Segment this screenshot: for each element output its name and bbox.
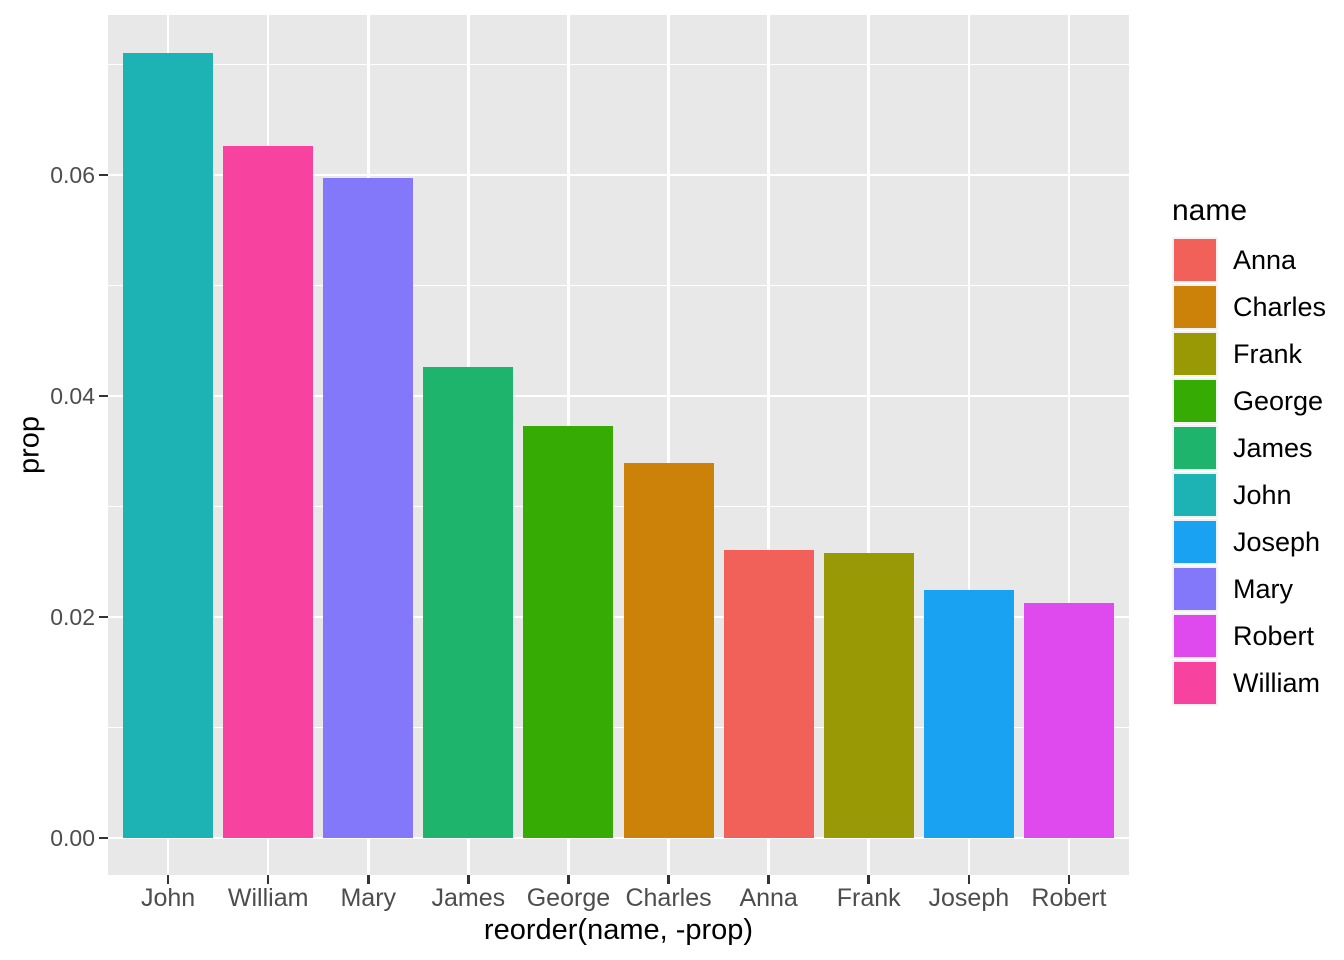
legend-key xyxy=(1172,425,1218,471)
legend-entry-william: William xyxy=(1172,660,1326,706)
legend-key xyxy=(1172,472,1218,518)
legend-label: George xyxy=(1233,386,1324,416)
legend-swatch-john xyxy=(1174,474,1216,516)
gridline-major-horizontal xyxy=(108,394,1129,398)
x-tick-label: John xyxy=(140,884,196,912)
legend-key xyxy=(1172,378,1218,424)
legend-key xyxy=(1172,613,1218,659)
bar-james xyxy=(423,367,514,838)
legend-entry-frank: Frank xyxy=(1172,331,1326,377)
bar-mary xyxy=(323,178,414,838)
gridline-minor-horizontal xyxy=(108,284,1129,287)
legend-key xyxy=(1172,331,1218,377)
gridline-major-vertical xyxy=(967,15,971,875)
y-tick xyxy=(99,836,108,840)
x-tick-label: Frank xyxy=(836,884,901,912)
x-axis-title: reorder(name, -prop) xyxy=(483,914,754,946)
legend-swatch-george xyxy=(1174,380,1216,422)
gridline-major-horizontal xyxy=(108,836,1129,840)
legend-swatch-charles xyxy=(1174,286,1216,328)
gridline-major-vertical xyxy=(667,15,670,875)
gridline-minor-horizontal xyxy=(108,726,1129,729)
legend-label: John xyxy=(1233,480,1292,510)
legend-label: Joseph xyxy=(1233,527,1321,557)
x-tick xyxy=(667,875,670,884)
legend-entry-james: James xyxy=(1172,425,1326,471)
x-tick xyxy=(266,875,270,884)
legend-swatch-james xyxy=(1174,427,1216,469)
legend-label: Mary xyxy=(1233,574,1293,604)
gridline-major-vertical xyxy=(867,15,870,875)
legend-key xyxy=(1172,284,1218,330)
x-tick-label: Charles xyxy=(625,884,712,912)
legend-entries: Anna Charles Frank George James John Joseph Mar… xyxy=(1172,237,1326,706)
x-tick xyxy=(467,875,470,884)
x-tick xyxy=(567,875,570,884)
x-tick xyxy=(166,875,170,884)
x-tick-label: Anna xyxy=(739,884,798,912)
legend-key xyxy=(1172,237,1218,283)
x-tick xyxy=(1067,875,1071,884)
legend-label: Charles xyxy=(1233,292,1327,322)
x-tick xyxy=(867,875,870,884)
legend: name Anna Charles Frank George James John Jose… xyxy=(1172,194,1326,707)
legend-entry-charles: Charles xyxy=(1172,284,1326,330)
bar-frank xyxy=(823,552,914,838)
x-tick-label: George xyxy=(526,884,611,912)
legend-label: Anna xyxy=(1233,245,1297,275)
legend-key xyxy=(1172,566,1218,612)
x-tick xyxy=(367,875,370,884)
y-axis-title: prop xyxy=(13,415,46,475)
y-tick-label: 0.06 xyxy=(50,162,95,188)
legend-entry-joseph: Joseph xyxy=(1172,519,1326,565)
gridline-major-horizontal xyxy=(108,173,1129,177)
bar-joseph xyxy=(923,590,1014,838)
y-tick xyxy=(99,615,108,619)
legend-swatch-mary xyxy=(1174,568,1216,610)
bar-william xyxy=(223,146,314,838)
gridline-minor-horizontal xyxy=(108,505,1129,508)
legend-entry-mary: Mary xyxy=(1172,566,1326,612)
x-tick-label: Mary xyxy=(340,884,397,912)
y-tick-label: 0.02 xyxy=(50,604,95,630)
legend-label: Robert xyxy=(1233,621,1315,651)
y-tick xyxy=(99,394,108,398)
legend-entry-robert: Robert xyxy=(1172,613,1326,659)
legend-swatch-joseph xyxy=(1174,521,1216,563)
y-tick-label: 0.00 xyxy=(50,825,95,851)
legend-entry-george: George xyxy=(1172,378,1326,424)
legend-swatch-william xyxy=(1174,662,1216,704)
legend-entry-anna: Anna xyxy=(1172,237,1326,283)
gridline-major-vertical xyxy=(767,15,770,875)
gridline-major-horizontal xyxy=(108,615,1129,619)
x-tick-label: James xyxy=(431,884,506,912)
plot-panel xyxy=(108,15,1129,875)
x-tick-label: Robert xyxy=(1031,884,1107,912)
legend-label: Frank xyxy=(1233,339,1303,369)
legend-swatch-anna xyxy=(1174,239,1216,281)
legend-title: name xyxy=(1172,194,1248,227)
bar-anna xyxy=(723,549,814,838)
legend-label: James xyxy=(1233,433,1313,463)
x-tick-label: William xyxy=(227,884,309,912)
bar-charles xyxy=(623,463,714,838)
gridline-minor-horizontal xyxy=(108,63,1129,66)
x-tick-label: Joseph xyxy=(928,884,1010,912)
bar-robert xyxy=(1023,602,1114,838)
bar-john xyxy=(123,53,214,838)
gridline-major-vertical xyxy=(1067,15,1071,875)
legend-swatch-frank xyxy=(1174,333,1216,375)
x-tick xyxy=(967,875,971,884)
legend-entry-john: John xyxy=(1172,472,1326,518)
legend-label: William xyxy=(1233,668,1320,698)
legend-swatch-robert xyxy=(1174,615,1216,657)
x-tick xyxy=(767,875,770,884)
bar-george xyxy=(523,425,614,838)
legend-key xyxy=(1172,519,1218,565)
y-tick-label: 0.04 xyxy=(50,383,95,409)
legend-key xyxy=(1172,660,1218,706)
y-tick xyxy=(99,173,108,177)
